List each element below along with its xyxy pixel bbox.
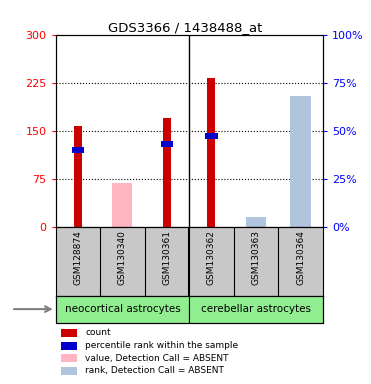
Text: cerebellar astrocytes: cerebellar astrocytes [201,304,311,314]
Bar [163,118,171,227]
Bar [72,147,84,152]
Bar [61,342,77,349]
Bar [290,177,311,227]
Bar [112,183,132,227]
Bar [161,141,173,147]
Text: percentile rank within the sample: percentile rank within the sample [85,341,238,350]
Text: GSM130364: GSM130364 [296,230,305,285]
Bar [207,78,216,227]
Text: GSM130340: GSM130340 [118,230,127,285]
Text: neocortical astrocytes: neocortical astrocytes [65,304,180,314]
Bar [246,217,266,227]
Text: count: count [85,328,111,338]
Text: GSM128874: GSM128874 [73,230,82,285]
Text: rank, Detection Call = ABSENT: rank, Detection Call = ABSENT [85,366,224,376]
Text: GSM130362: GSM130362 [207,230,216,285]
Text: GSM130363: GSM130363 [252,230,260,285]
Text: GSM130361: GSM130361 [162,230,171,285]
Bar [189,296,323,323]
Bar [61,367,77,375]
Bar [61,329,77,337]
Bar [56,296,189,323]
Bar [61,354,77,362]
Bar [290,96,311,227]
Bar [205,134,218,139]
Text: GDS3366 / 1438488_at: GDS3366 / 1438488_at [108,21,263,34]
Text: value, Detection Call = ABSENT: value, Detection Call = ABSENT [85,354,229,363]
Bar [74,126,82,227]
